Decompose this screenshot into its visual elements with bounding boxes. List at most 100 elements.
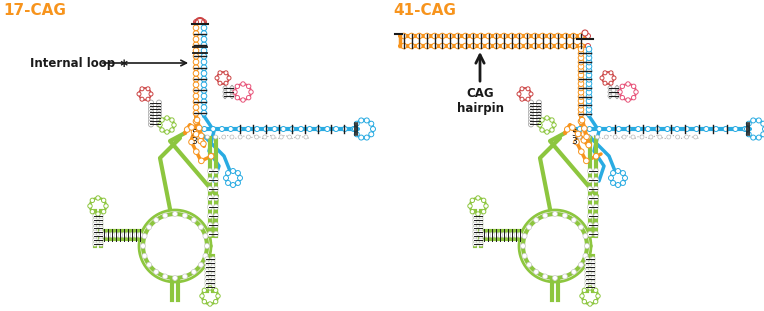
Circle shape [615,86,619,90]
Circle shape [201,59,207,65]
Circle shape [555,33,561,39]
Circle shape [201,36,207,42]
Circle shape [193,36,199,42]
Circle shape [694,135,698,139]
Circle shape [201,25,207,31]
Circle shape [751,118,756,123]
Circle shape [646,127,650,132]
Circle shape [685,127,689,132]
Circle shape [199,133,204,139]
Circle shape [202,127,207,132]
Text: 41-CAG: 41-CAG [393,3,456,18]
Circle shape [455,43,461,49]
Circle shape [587,135,591,139]
Circle shape [227,76,231,80]
Circle shape [228,127,233,132]
Circle shape [542,274,548,279]
Circle shape [509,33,515,39]
Circle shape [118,233,122,238]
Circle shape [591,257,595,261]
Circle shape [622,135,626,139]
Circle shape [578,262,584,267]
Circle shape [157,116,161,121]
Circle shape [548,43,553,49]
Circle shape [157,119,161,124]
Circle shape [287,135,291,139]
Circle shape [173,276,177,281]
Circle shape [586,72,592,78]
Circle shape [409,33,414,39]
Circle shape [92,238,97,242]
Circle shape [235,170,241,175]
Circle shape [479,234,483,238]
Circle shape [522,234,527,239]
Circle shape [140,87,144,91]
Circle shape [121,233,127,238]
Circle shape [751,135,756,140]
Circle shape [578,59,584,65]
Circle shape [578,111,584,117]
Circle shape [586,46,592,52]
Circle shape [193,42,199,48]
Circle shape [479,218,483,222]
Circle shape [201,76,207,82]
Circle shape [594,187,598,192]
Circle shape [575,131,581,137]
Circle shape [134,233,138,238]
Circle shape [130,233,134,238]
Circle shape [733,127,738,132]
Circle shape [494,43,499,49]
Circle shape [158,123,162,127]
Circle shape [636,127,641,132]
Circle shape [241,82,245,86]
Circle shape [401,43,406,49]
Circle shape [524,43,530,49]
Circle shape [473,218,478,222]
Circle shape [548,33,553,39]
Circle shape [205,277,209,281]
Circle shape [206,135,209,139]
Circle shape [148,109,154,114]
Circle shape [211,277,215,281]
Circle shape [92,218,97,222]
Circle shape [510,233,514,238]
Circle shape [588,178,593,183]
Circle shape [626,127,631,132]
Circle shape [351,127,356,132]
Circle shape [675,127,680,132]
Circle shape [586,90,592,95]
Circle shape [193,71,199,76]
Circle shape [479,214,483,218]
Circle shape [584,261,589,265]
Circle shape [354,121,359,126]
Circle shape [634,90,638,94]
Circle shape [114,233,118,238]
Circle shape [473,242,478,246]
Circle shape [194,117,200,123]
Circle shape [90,198,95,202]
Circle shape [148,116,154,121]
Circle shape [588,231,593,236]
Circle shape [526,225,532,230]
Circle shape [235,180,241,185]
Circle shape [529,122,533,127]
Circle shape [536,100,542,105]
Circle shape [586,98,592,104]
Circle shape [213,205,219,210]
Circle shape [603,71,607,75]
Circle shape [147,262,151,267]
Circle shape [99,218,103,222]
Circle shape [675,135,680,139]
Circle shape [526,87,530,91]
Circle shape [562,274,568,279]
Circle shape [584,158,589,164]
Circle shape [364,118,369,123]
Circle shape [205,273,209,277]
Circle shape [208,169,212,174]
Circle shape [218,71,222,75]
Circle shape [497,233,503,238]
Circle shape [463,33,468,39]
Circle shape [99,226,103,230]
Circle shape [582,299,587,304]
Circle shape [201,141,206,146]
